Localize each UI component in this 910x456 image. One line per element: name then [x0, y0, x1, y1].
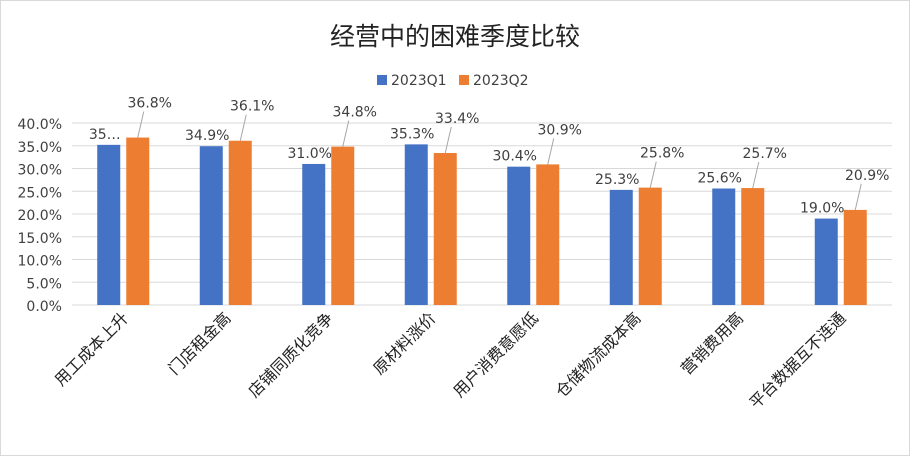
bar-2023Q2: [126, 137, 150, 305]
leader-line: [444, 126, 452, 154]
data-label: 25.6%: [698, 171, 742, 187]
bar-2023Q2: [638, 187, 662, 305]
data-label: 36.8%: [128, 96, 172, 112]
bar-2023Q2: [843, 209, 867, 305]
data-label: 25.7%: [743, 146, 787, 162]
x-tick-label: 店铺同质化竞争: [244, 308, 337, 401]
bar-2023Q2: [536, 164, 560, 305]
bar-2023Q1: [814, 218, 838, 305]
y-tick-label: 10.0%: [18, 254, 62, 270]
data-label: 33.4%: [435, 111, 479, 127]
bar-2023Q1: [712, 188, 736, 305]
legend-swatch: [459, 75, 469, 85]
bars: 35… 36.8% 34.9%36.1% 31.0% 34.8% 35.3%33.4% 30…: [89, 96, 889, 305]
y-tick-label: 40.0%: [18, 117, 62, 133]
legend-swatch: [377, 75, 387, 85]
leader-line: [547, 138, 555, 165]
bar-2023Q2: [741, 188, 765, 305]
bar-2023Q1: [404, 144, 428, 305]
data-label: 34.9%: [185, 128, 229, 144]
y-tick-label: 25.0%: [18, 185, 62, 201]
x-tick-label: 仓储物流成本高: [552, 308, 645, 401]
bar-2023Q2: [433, 153, 457, 305]
bar-2023Q1: [199, 146, 223, 305]
y-tick-label: 20.0%: [18, 208, 62, 224]
bar-2023Q1: [507, 166, 531, 305]
legend-label: 2023Q2: [473, 73, 529, 89]
data-label: 35.3%: [390, 126, 434, 142]
x-tick-label: 用工成本上升: [51, 308, 132, 389]
x-tick-label: 用户消费意愿低: [449, 308, 542, 401]
data-label: 30.4%: [493, 149, 537, 165]
x-tick-label: 原材料涨价: [370, 308, 440, 378]
data-label: 35…: [89, 127, 121, 143]
bar-2023Q2: [228, 140, 252, 305]
leader-line: [854, 183, 862, 211]
leader-line: [752, 161, 760, 189]
data-label: 30.9%: [538, 122, 582, 138]
y-tick-label: 35.0%: [18, 140, 62, 156]
leader-line: [649, 161, 657, 188]
x-tick-label: 平台数据互不连通: [746, 308, 850, 412]
bar-2023Q1: [97, 144, 121, 305]
data-label: 25.8%: [640, 146, 684, 162]
data-label: 34.8%: [333, 105, 377, 121]
data-label: 20.9%: [845, 168, 889, 184]
y-tick-label: 0.0%: [26, 299, 62, 315]
y-axis: 0.0% 5.0% 10.0% 15.0% 20.0% 25.0% 30.0% 35.0% 40…: [18, 117, 62, 315]
y-tick-label: 30.0%: [18, 163, 62, 179]
bar-2023Q1: [609, 189, 633, 305]
leader-line: [342, 120, 350, 147]
leader-line: [137, 111, 145, 138]
legend: 2023Q1 2023Q2: [377, 73, 529, 89]
bar-2023Q1: [302, 163, 326, 305]
y-tick-label: 15.0%: [18, 231, 62, 247]
data-label: 31.0%: [288, 146, 332, 162]
chart-title: 经营中的困难季度比较: [330, 22, 580, 51]
data-label: 19.0%: [800, 201, 844, 217]
leader-line: [239, 114, 247, 141]
x-tick-label: 门店租金高: [165, 308, 235, 378]
y-tick-label: 5.0%: [26, 276, 62, 292]
x-axis: 用工成本上升 门店租金高 店铺同质化竞争 原材料涨价 用户消费意愿低 仓储物流成本高 营销费…: [51, 308, 850, 412]
data-label: 25.3%: [595, 172, 639, 188]
bar-2023Q2: [331, 146, 355, 305]
x-tick-label: 营销费用高: [677, 308, 747, 378]
legend-label: 2023Q1: [391, 73, 447, 89]
data-label: 36.1%: [230, 99, 274, 115]
